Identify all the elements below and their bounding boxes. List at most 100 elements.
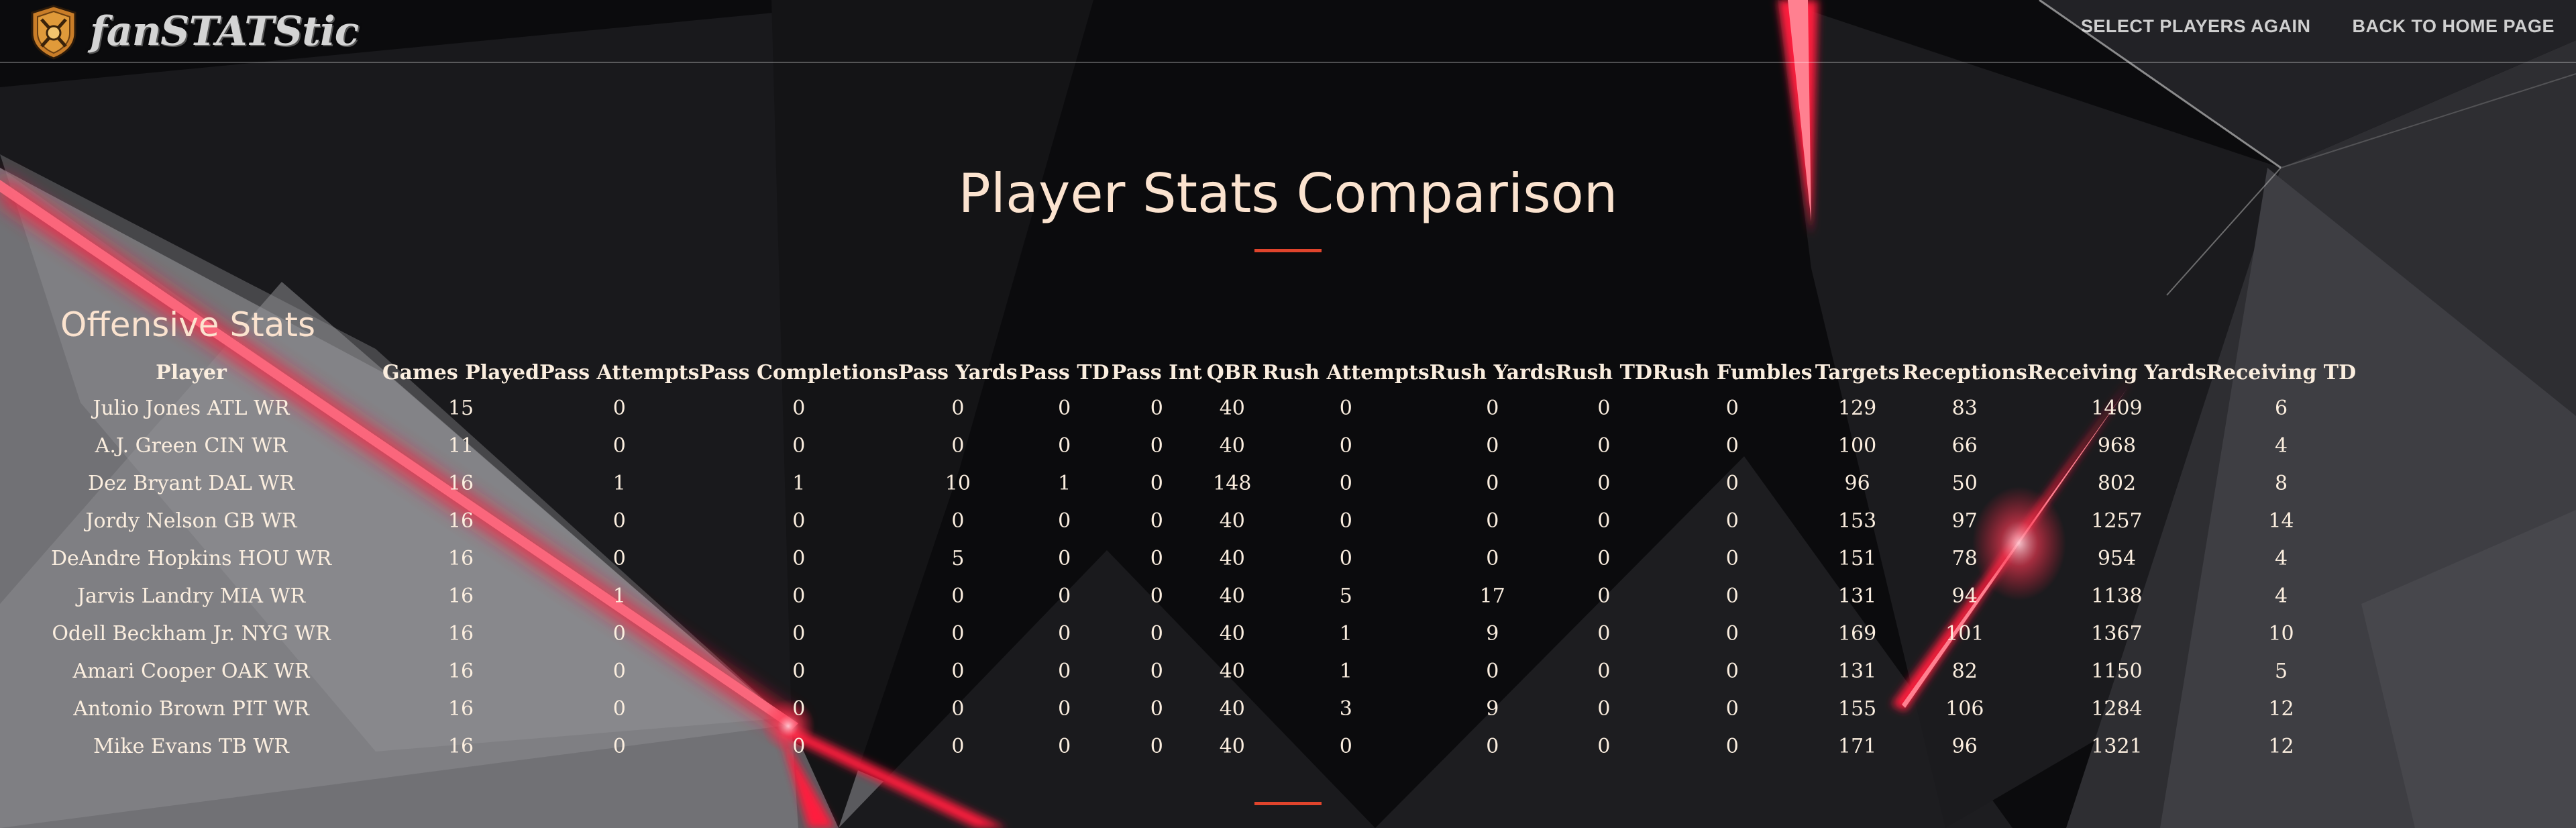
pass-attempts-cell: 1 [612, 584, 626, 608]
receiving-td-cell: 4 [2275, 584, 2288, 608]
games-played-cell: 15 [447, 396, 474, 420]
player-name-cell: A.J. Green CIN WR [95, 433, 288, 458]
rush-yards-cell: 17 [1479, 584, 1505, 608]
column-header: Games Played [382, 360, 540, 384]
rush-yards-cell: 0 [1486, 396, 1499, 420]
column-header: QBR [1206, 360, 1258, 384]
pass-completions-cell: 0 [792, 734, 806, 758]
player-name-cell: Julio Jones ATL WR [93, 396, 290, 420]
targets-cell: 100 [1837, 433, 1877, 458]
table-row: A.J. Green CIN WR 11 0 0 0 0 0 40 0 0 0 0 100 66 968 4 [0, 427, 2356, 464]
receptions-cell: 83 [1951, 396, 1978, 420]
receiving-yards-cell: 1138 [2091, 584, 2143, 608]
receiving-yards-cell: 802 [2097, 471, 2137, 495]
rush-td-cell: 0 [1597, 433, 1611, 458]
column-header: Receptions [1902, 360, 2027, 384]
player-name-cell: Antonio Brown PIT WR [73, 696, 309, 721]
pass-td-cell: 0 [1058, 396, 1071, 420]
rush-td-cell: 0 [1597, 659, 1611, 683]
rush-attempts-cell: 0 [1339, 734, 1352, 758]
games-played-cell: 16 [447, 659, 474, 683]
rush-attempts-cell: 0 [1339, 471, 1352, 495]
pass-completions-cell: 0 [792, 546, 806, 570]
pass-td-cell: 0 [1058, 509, 1071, 533]
qbr-cell: 40 [1219, 621, 1245, 645]
receptions-cell: 101 [1945, 621, 1984, 645]
pass-yards-cell: 0 [951, 396, 965, 420]
pass-td-cell: 0 [1058, 433, 1071, 458]
qbr-cell: 40 [1219, 659, 1245, 683]
pass-yards-cell: 0 [951, 433, 965, 458]
pass-yards-cell: 0 [951, 621, 965, 645]
pass-int-cell: 0 [1150, 584, 1163, 608]
table-row: Jarvis Landry MIA WR 16 1 0 0 0 0 40 5 17 0 0 131 94 1… [0, 577, 2356, 615]
targets-cell: 131 [1837, 584, 1877, 608]
rush-fumbles-cell: 0 [1725, 546, 1739, 570]
rush-fumbles-cell: 0 [1725, 734, 1739, 758]
targets-cell: 155 [1837, 696, 1877, 721]
receiving-td-cell: 12 [2268, 734, 2294, 758]
receiving-yards-cell: 1367 [2091, 621, 2143, 645]
column-header: Rush Fumbles [1652, 360, 1813, 384]
receiving-yards-cell: 1150 [2091, 659, 2143, 683]
rush-attempts-cell: 1 [1339, 621, 1352, 645]
pass-attempts-cell: 0 [612, 659, 626, 683]
column-header: Pass TD [1019, 360, 1110, 384]
table-row: Mike Evans TB WR 16 0 0 0 0 0 40 0 0 0 0 171 96 1321 12 [0, 727, 2356, 765]
receiving-yards-cell: 1284 [2091, 696, 2143, 721]
pass-completions-cell: 0 [792, 509, 806, 533]
pass-attempts-cell: 0 [612, 509, 626, 533]
receptions-cell: 97 [1951, 509, 1978, 533]
select-players-again-link[interactable]: SELECT PLAYERS AGAIN [2080, 16, 2311, 36]
top-navbar: fanSTATStic SELECT PLAYERS AGAIN BACK TO… [0, 0, 2576, 63]
pass-completions-cell: 0 [792, 433, 806, 458]
player-name-cell: Jordy Nelson GB WR [85, 509, 297, 533]
qbr-cell: 40 [1219, 734, 1245, 758]
table-row: Jordy Nelson GB WR 16 0 0 0 0 0 40 0 0 0 0 153 97 1257… [0, 502, 2356, 539]
rush-attempts-cell: 0 [1339, 396, 1352, 420]
table-row: DeAndre Hopkins HOU WR 16 0 0 5 0 0 40 0 0 0 0 151 78… [0, 539, 2356, 577]
offensive-stats-table: Player Games Played Pass Attempts Pass C… [0, 356, 2356, 765]
rush-td-cell: 0 [1597, 621, 1611, 645]
rush-yards-cell: 9 [1486, 621, 1499, 645]
targets-cell: 153 [1837, 509, 1877, 533]
games-played-cell: 16 [447, 621, 474, 645]
receiving-yards-cell: 968 [2097, 433, 2137, 458]
column-header: Pass Int [1111, 360, 1202, 384]
pass-completions-cell: 0 [792, 696, 806, 721]
table-row: Odell Beckham Jr. NYG WR 16 0 0 0 0 0 40 1 9 0 0 169… [0, 615, 2356, 652]
rush-attempts-cell: 5 [1339, 584, 1352, 608]
targets-cell: 129 [1837, 396, 1877, 420]
player-name-cell: Amari Cooper OAK WR [72, 659, 310, 683]
receiving-td-cell: 5 [2275, 659, 2288, 683]
pass-td-cell: 0 [1058, 734, 1071, 758]
page-title: Player Stats Comparison [958, 162, 1618, 225]
rush-attempts-cell: 0 [1339, 546, 1352, 570]
targets-cell: 169 [1837, 621, 1877, 645]
rush-yards-cell: 9 [1486, 696, 1499, 721]
column-header: Pass Attempts [539, 360, 700, 384]
brand[interactable]: fanSTATStic [25, 3, 359, 60]
column-header: Rush Yards [1429, 360, 1556, 384]
rush-td-cell: 0 [1597, 471, 1611, 495]
table-row: Antonio Brown PIT WR 16 0 0 0 0 0 40 3 9 0 0 155 106 1… [0, 690, 2356, 727]
column-header: Pass Completions [699, 360, 899, 384]
back-to-home-link[interactable]: BACK TO HOME PAGE [2352, 16, 2555, 36]
rush-td-cell: 0 [1597, 546, 1611, 570]
receptions-cell: 50 [1951, 471, 1978, 495]
pass-td-cell: 0 [1058, 696, 1071, 721]
pass-int-cell: 0 [1150, 396, 1163, 420]
games-played-cell: 16 [447, 546, 474, 570]
pass-attempts-cell: 1 [612, 471, 626, 495]
qbr-cell: 40 [1219, 584, 1245, 608]
nav-links: SELECT PLAYERS AGAIN BACK TO HOME PAGE [2081, 16, 2555, 37]
receiving-td-cell: 8 [2275, 471, 2288, 495]
games-played-cell: 16 [447, 734, 474, 758]
games-played-cell: 16 [447, 471, 474, 495]
receiving-td-cell: 10 [2268, 621, 2294, 645]
targets-cell: 151 [1837, 546, 1877, 570]
qbr-cell: 40 [1219, 509, 1245, 533]
pass-int-cell: 0 [1150, 659, 1163, 683]
pass-completions-cell: 0 [792, 621, 806, 645]
rush-yards-cell: 0 [1486, 433, 1499, 458]
